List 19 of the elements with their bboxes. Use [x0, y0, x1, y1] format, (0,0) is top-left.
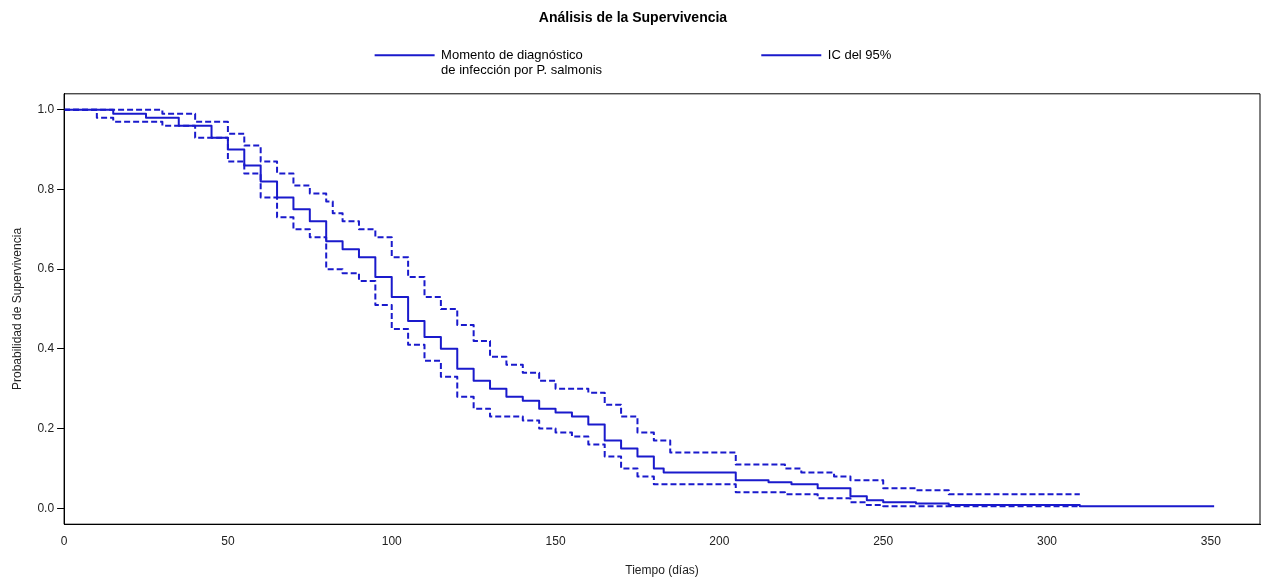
- y-tick-label: 1.0: [37, 102, 55, 117]
- x-tick-label: 350: [1200, 533, 1222, 548]
- x-tick-label: 300: [1037, 533, 1058, 548]
- x-tick-label: 200: [709, 533, 730, 548]
- y-axis-title: Probabilidad de Supervivencia: [9, 227, 24, 391]
- x-tick-label: 150: [545, 533, 566, 548]
- y-tick-label: 0.0: [37, 500, 55, 515]
- x-tick-label: 250: [873, 533, 894, 548]
- y-tick-label: 0.2: [37, 420, 55, 435]
- y-tick-label: 0.4: [37, 341, 55, 356]
- x-tick-label: 100: [381, 533, 403, 548]
- x-axis-title: Tiempo (días): [625, 563, 699, 578]
- y-tick-label: 0.8: [37, 181, 55, 196]
- x-tick-label: 0: [60, 533, 68, 548]
- legend-label: Momento de diagnóstico de infección por P. salmonis: [441, 46, 603, 78]
- y-tick-label: 0.6: [37, 261, 55, 276]
- legend-label: IC del 95%: [827, 46, 892, 62]
- chart-title: Análisis de la Supervivencia: [538, 9, 728, 26]
- x-tick-label: 50: [221, 533, 235, 548]
